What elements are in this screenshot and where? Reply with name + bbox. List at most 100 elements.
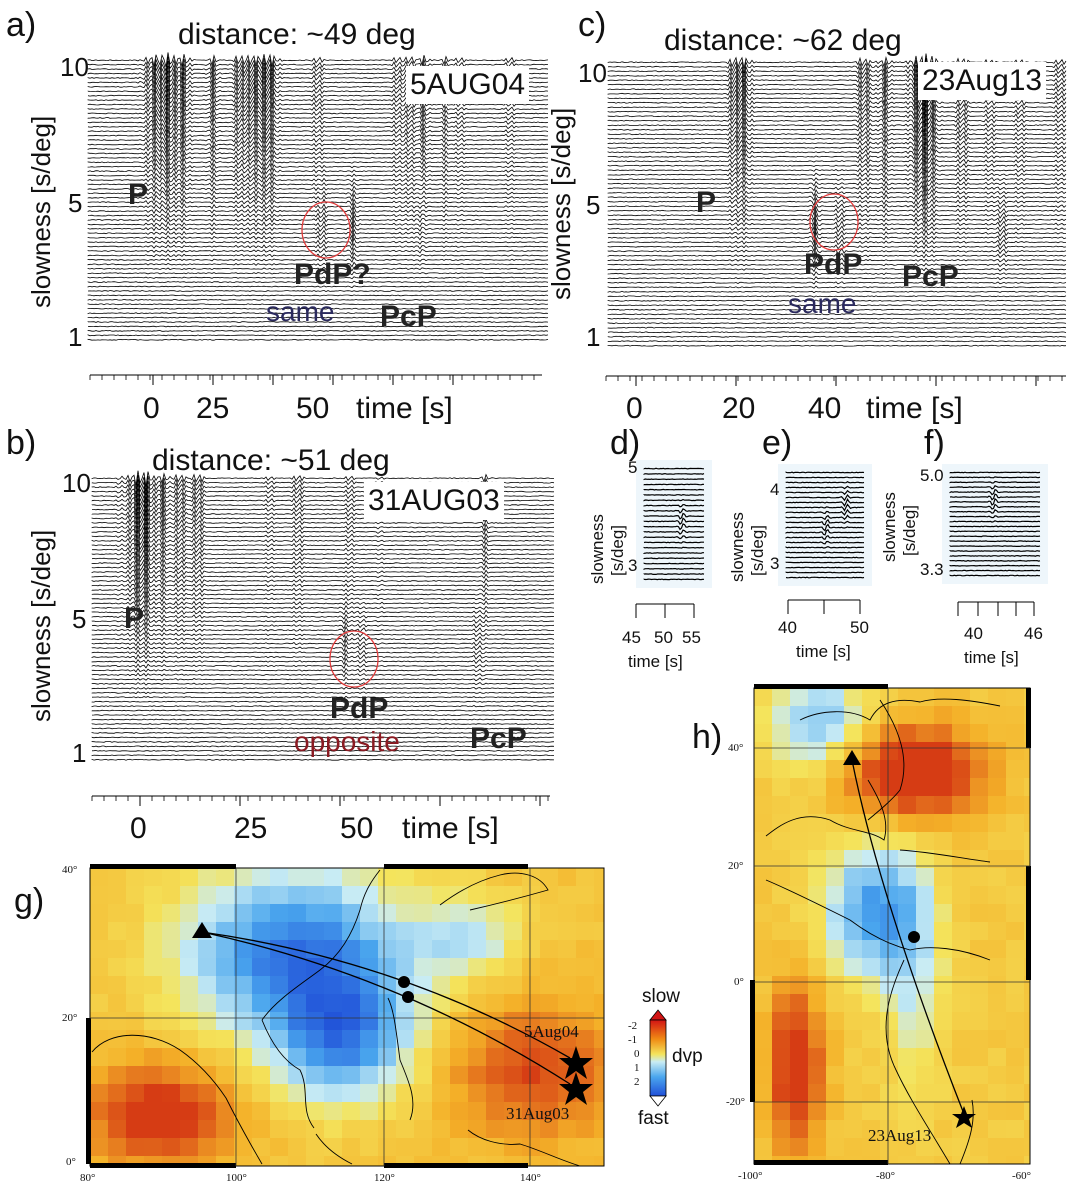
panel-h-lat-m20: -20° [726, 1096, 746, 1108]
panel-c-xtick-40: 40 [808, 392, 842, 425]
panel-h-lon-m80: -80° [876, 1170, 896, 1182]
panel-h-event-label: 23Aug13 [868, 1126, 932, 1145]
panel-a-phase-p: P [128, 178, 149, 211]
panel-g-letter: g) [14, 882, 45, 920]
panel-b-highlight-circle [329, 630, 379, 688]
panel-d-ytick-3: 3 [628, 556, 638, 575]
panel-h-lat-20: 20° [728, 860, 744, 872]
panel-b-ytick-10: 10 [62, 468, 91, 498]
panel-a-highlight-circle [301, 201, 351, 259]
panel-d-zoom-seismogram [636, 460, 712, 588]
panel-c-xtick-0: 0 [626, 392, 643, 425]
panel-h-lat-40: 40° [728, 742, 744, 754]
panel-f-xtick-46: 46 [1024, 624, 1043, 643]
panel-h-lon-m100: -100° [738, 1170, 763, 1182]
panel-h-event-star [952, 1106, 976, 1128]
panel-h-letter: h) [692, 718, 723, 756]
colorbar-tick-0: 0 [634, 1048, 640, 1060]
panel-b-seismogram [91, 470, 555, 761]
panel-c-time-axis [605, 375, 1066, 386]
panel-b-xlabel: time [s] [402, 812, 499, 845]
panel-c-date: 23Aug13 [918, 62, 1047, 100]
panel-f-letter: f) [924, 424, 945, 462]
panel-a-xtick-0: 0 [143, 392, 160, 425]
colorbar-tick-1: 1 [634, 1062, 640, 1074]
panel-e-time-axis [787, 599, 861, 614]
panel-e-ytick-4: 4 [770, 480, 780, 499]
panel-a-xtick-25: 25 [196, 392, 230, 425]
panel-a-phase-pcp: PcP [380, 300, 437, 333]
panel-e-zoom-seismogram [778, 464, 872, 586]
panel-b-ytick-5: 5 [72, 604, 87, 634]
panel-c-distance: distance: ~62 deg [664, 24, 902, 57]
panel-d-time-axis [635, 603, 695, 618]
panel-c-ytick-1: 1 [586, 322, 601, 352]
colorbar-gradient [649, 1009, 667, 1107]
panel-d-ylabel-1: slowness [588, 514, 607, 584]
panel-b-phase-p: P [124, 602, 145, 635]
panel-d-xtick-45: 45 [622, 628, 641, 647]
panel-a-date: 5AUG04 [406, 66, 530, 104]
panel-a-note: same [266, 296, 335, 327]
panel-c-highlight-circle [809, 193, 859, 251]
panel-c-ylabel: slowness [s/deg] [546, 107, 576, 300]
panel-g-event-star-2 [559, 1072, 593, 1105]
panel-c-seismogram [607, 53, 1067, 347]
panel-f-time-axis [957, 601, 1035, 616]
panel-a-ytick-1: 1 [68, 322, 83, 352]
panel-f-zoom-seismogram [942, 464, 1048, 584]
panel-g-lon-120: 120° [374, 1172, 395, 1184]
panel-a-time-axis [89, 374, 542, 385]
panel-d-letter: d) [610, 424, 641, 462]
colorbar-tick-m2: -2 [628, 1020, 638, 1032]
panel-a-xlabel: time [s] [356, 392, 453, 425]
panel-d-ytick-5: 5 [628, 458, 638, 477]
panel-h-lat-0: 0° [734, 976, 744, 988]
panel-c-xtick-20: 20 [722, 392, 756, 425]
panel-b-xtick-0: 0 [130, 812, 147, 845]
panel-b-distance: distance: ~51 deg [152, 444, 390, 477]
panel-g-lon-140: 140° [520, 1172, 541, 1184]
panel-g-lon-100: 100° [226, 1172, 247, 1184]
panel-d-xtick-50: 50 [654, 628, 673, 647]
panel-c-xlabel: time [s] [866, 392, 963, 425]
panel-g-event-label-1: 5Aug04 [524, 1022, 579, 1041]
panel-g-event-label-2: 31Aug03 [506, 1104, 570, 1123]
panel-b-phase-pdp: PdP [330, 692, 389, 725]
panel-c-phase-pcp: PcP [902, 260, 959, 293]
panel-c-letter: c) [578, 6, 607, 44]
panel-g-overlay [86, 864, 604, 1168]
panel-h-overlay [750, 684, 1031, 1165]
panel-d-ylabel-2: [s/deg] [608, 524, 627, 576]
colorbar-fast-label: fast [638, 1108, 669, 1129]
panel-b-phase-pcp: PcP [470, 722, 527, 755]
panel-e-xtick-40: 40 [778, 618, 797, 637]
panel-b-time-axis [91, 795, 550, 806]
panel-f-ylabel-1: slowness [880, 492, 899, 562]
panel-b-date: 31AUG03 [364, 482, 504, 520]
panel-g-lon-80: 80° [80, 1172, 96, 1184]
panel-e-ytick-3: 3 [770, 554, 780, 573]
panel-d-xlabel: time [s] [628, 652, 683, 671]
panel-c-phase-p: P [696, 186, 717, 219]
panel-g-lat-0: 0° [66, 1156, 76, 1168]
panel-e-ylabel-1: slowness [728, 512, 747, 582]
panel-a-xtick-50: 50 [296, 392, 330, 425]
panel-a-ytick-5: 5 [68, 188, 83, 218]
panel-a-ytick-10: 10 [60, 52, 89, 82]
panel-b-ytick-1: 1 [72, 738, 87, 768]
panel-e-xtick-50: 50 [850, 618, 869, 637]
panel-e-ylabel-2: [s/deg] [748, 524, 767, 576]
panel-f-xtick-40: 40 [964, 624, 983, 643]
colorbar-tick-2: 2 [634, 1076, 640, 1088]
panel-c-note: same [788, 288, 857, 319]
panel-b-xtick-50: 50 [340, 812, 374, 845]
panel-f-ylabel-2: [s/deg] [900, 504, 919, 556]
panel-a-letter: a) [6, 6, 37, 44]
panel-b-ylabel: slowness [s/deg] [26, 529, 56, 722]
colorbar-slow-label: slow [642, 986, 681, 1007]
panel-g-event-star-1 [559, 1046, 593, 1079]
panel-b-note: opposite [294, 726, 400, 757]
panel-a-ylabel: slowness [s/deg] [26, 115, 56, 308]
panel-a-distance: distance: ~49 deg [178, 18, 416, 51]
